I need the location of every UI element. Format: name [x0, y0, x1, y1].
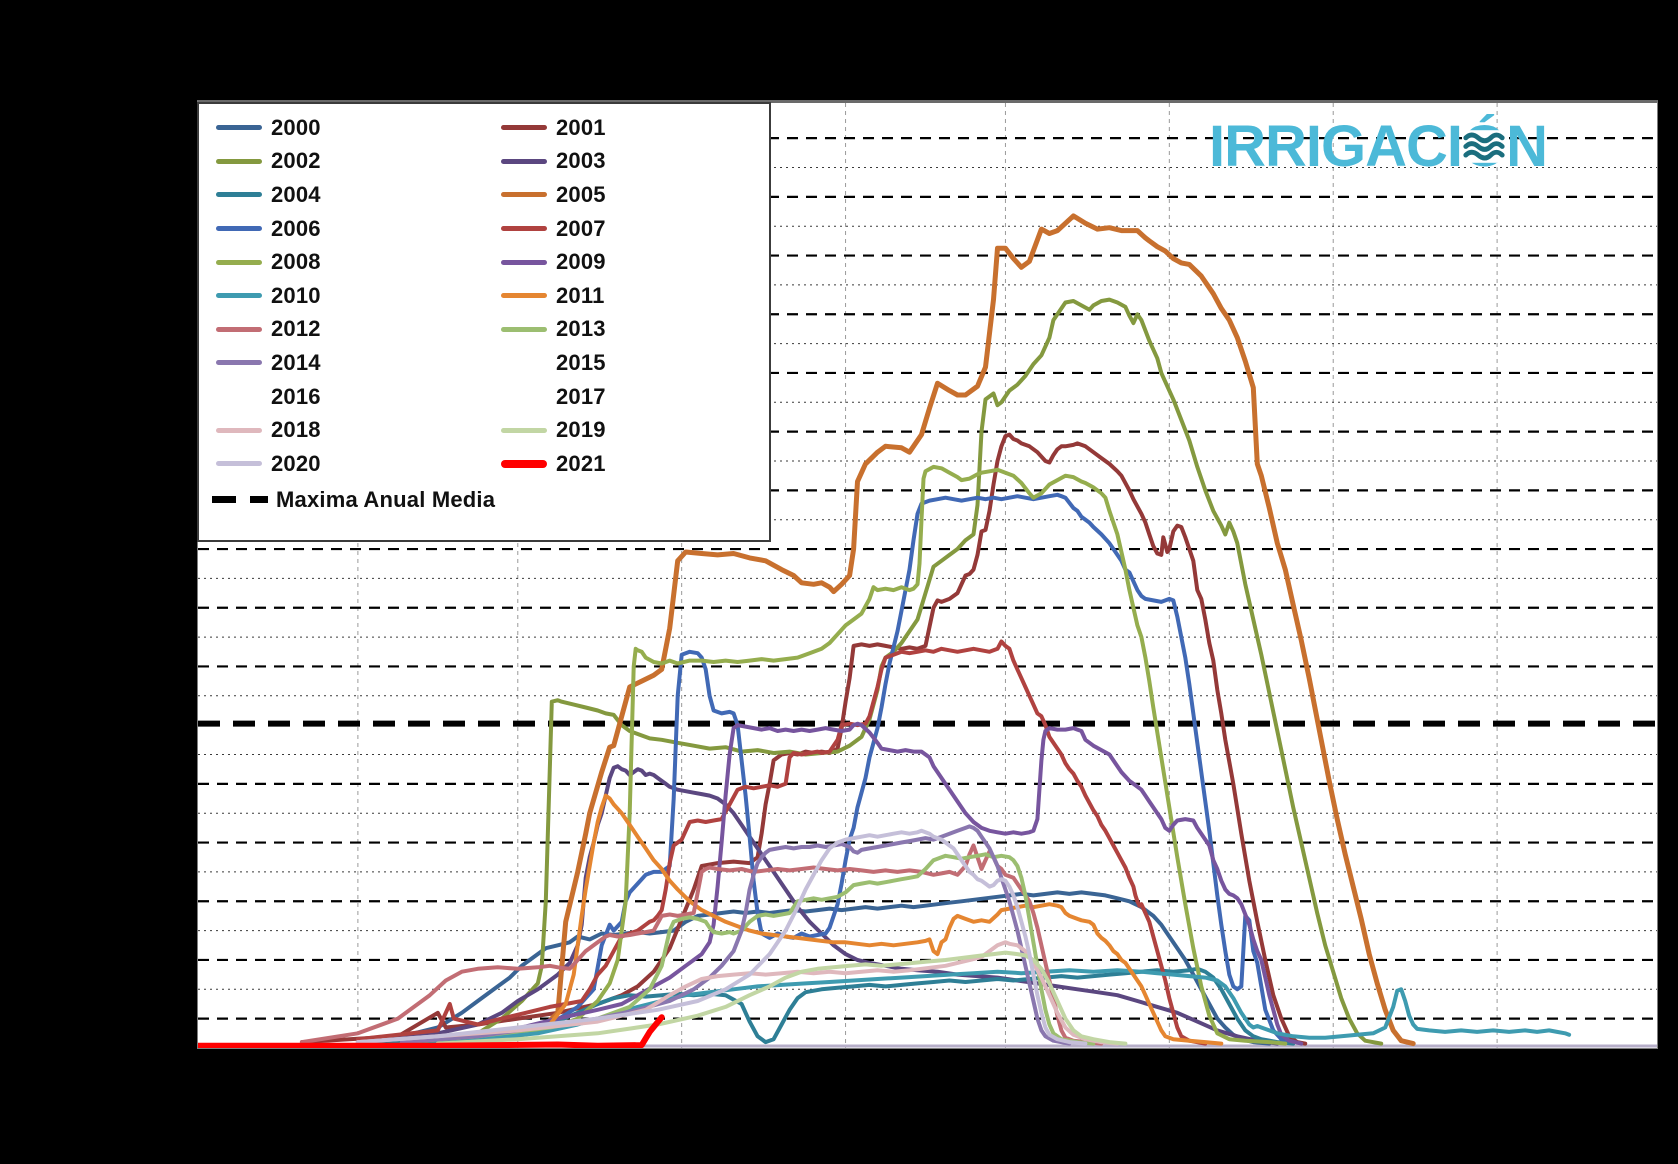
legend-item-2003: 2003 [484, 145, 769, 179]
series-2001-line [299, 432, 1308, 1046]
legend-swatch-2001 [501, 125, 547, 131]
legend-swatch-2019 [501, 427, 547, 433]
legend-item-2006: 2006 [199, 212, 484, 246]
legend-swatch-2018 [216, 427, 262, 433]
plot-area: 2000 2001 2002 2003 2004 2005 2006 2007 2008 2009… [197, 100, 1658, 1049]
legend-swatch-2005 [501, 192, 547, 198]
legend-label-2012: 2012 [271, 316, 321, 342]
legend-item-2018: 2018 [199, 413, 484, 447]
legend-swatch-2007 [501, 226, 547, 232]
legend-label-2010: 2010 [271, 282, 321, 308]
legend-item-2008: 2008 [199, 245, 484, 279]
legend-swatch-2021 [501, 459, 547, 468]
legend-item-2011: 2011 [484, 279, 769, 313]
legend-label-2017: 2017 [556, 383, 606, 409]
legend-label-2003: 2003 [556, 148, 606, 174]
legend-label-2011: 2011 [556, 282, 605, 308]
legend-label-2020: 2020 [271, 450, 321, 476]
legend-swatch-2012 [216, 326, 262, 332]
series-2018-line [355, 940, 1120, 1046]
legend-label-2021: 2021 [556, 450, 606, 476]
legend-item-2009: 2009 [484, 245, 769, 279]
legend-item-2014: 2014 [199, 346, 484, 380]
legend-item-2017: 2017 [484, 380, 769, 414]
series-2009-line [399, 721, 1304, 1046]
legend-item-maxima: Maxima Anual Media [199, 483, 769, 517]
legend-label-2001: 2001 [556, 114, 606, 140]
legend-swatch-2009 [501, 259, 547, 265]
legend-swatch-2014 [216, 360, 262, 366]
legend-label-2014: 2014 [271, 349, 321, 375]
legend-item-2001: 2001 [484, 111, 769, 145]
series-2013-line [399, 852, 1096, 1046]
logo-irrigacion: IRRIGACIÓ N [1208, 113, 1548, 180]
legend-swatch-2002 [216, 158, 262, 164]
legend-swatch-2000 [216, 125, 262, 131]
legend-swatch-2004 [216, 192, 262, 198]
legend-swatch-2020 [216, 461, 262, 467]
legend-item-2000: 2000 [199, 111, 484, 145]
legend-swatch-2010 [216, 293, 262, 299]
legend-label-2016: 2016 [271, 383, 321, 409]
legend-item-2015: 2015 [484, 346, 769, 380]
legend-swatch-2006 [216, 226, 262, 232]
legend-label-2006: 2006 [271, 215, 321, 241]
series-2019-line [435, 950, 1128, 1046]
legend-item-2005: 2005 [484, 178, 769, 212]
legend-label-2004: 2004 [271, 181, 321, 207]
legend-item-2004: 2004 [199, 178, 484, 212]
water-waves-icon [1461, 130, 1507, 163]
legend-label-2015: 2015 [556, 349, 606, 375]
legend-item-2019: 2019 [484, 413, 769, 447]
legend-item-2012: 2012 [199, 313, 484, 347]
legend-label-2005: 2005 [556, 181, 606, 207]
legend-item-2016: 2016 [199, 380, 484, 414]
legend-label-2002: 2002 [271, 148, 321, 174]
series-2006-line [447, 492, 1288, 1045]
legend-swatch-2013 [501, 326, 547, 332]
line-chart [198, 103, 1657, 1048]
legend-label-2018: 2018 [271, 417, 321, 443]
series-2014-line [399, 824, 1072, 1046]
legend-label-2009: 2009 [556, 249, 606, 275]
legend-swatch-2011 [501, 293, 547, 299]
series-2011-line [399, 793, 1224, 1046]
series-2008-line [499, 464, 1288, 1046]
legend-label-2019: 2019 [556, 417, 606, 443]
series-2005-line [475, 213, 1416, 1047]
legend: 2000 2001 2002 2003 2004 2005 2006 2007 2008 2009… [197, 102, 771, 542]
series-2020-line [355, 828, 1088, 1046]
logo-letter-o-with-waves: Ó [1461, 113, 1507, 180]
series-2010-line [399, 968, 1572, 1046]
logo-text-after: N [1506, 114, 1548, 179]
legend-item-2002: 2002 [199, 145, 484, 179]
legend-item-2007: 2007 [484, 212, 769, 246]
series-2007-line [355, 639, 1208, 1046]
legend-item-2021: 2021 [484, 447, 769, 481]
legend-label-2007: 2007 [556, 215, 606, 241]
legend-item-2020: 2020 [199, 447, 484, 481]
legend-grid: 2000 2001 2002 2003 2004 2005 2006 2007 2008 2009… [199, 111, 769, 481]
legend-label-2000: 2000 [271, 114, 321, 140]
series-2002-line [435, 297, 1384, 1046]
series-2021-line [198, 1014, 665, 1048]
legend-swatch-2008 [216, 259, 262, 265]
legend-item-2013: 2013 [484, 313, 769, 347]
legend-item-2010: 2010 [199, 279, 484, 313]
legend-swatch-2003 [501, 158, 547, 164]
maxima-dashed-line-swatch [212, 496, 268, 504]
legend-label-2008: 2008 [271, 249, 321, 275]
legend-label-maxima: Maxima Anual Media [276, 486, 496, 512]
logo-text-before: IRRIGACI [1208, 114, 1463, 179]
legend-label-2013: 2013 [556, 316, 606, 342]
